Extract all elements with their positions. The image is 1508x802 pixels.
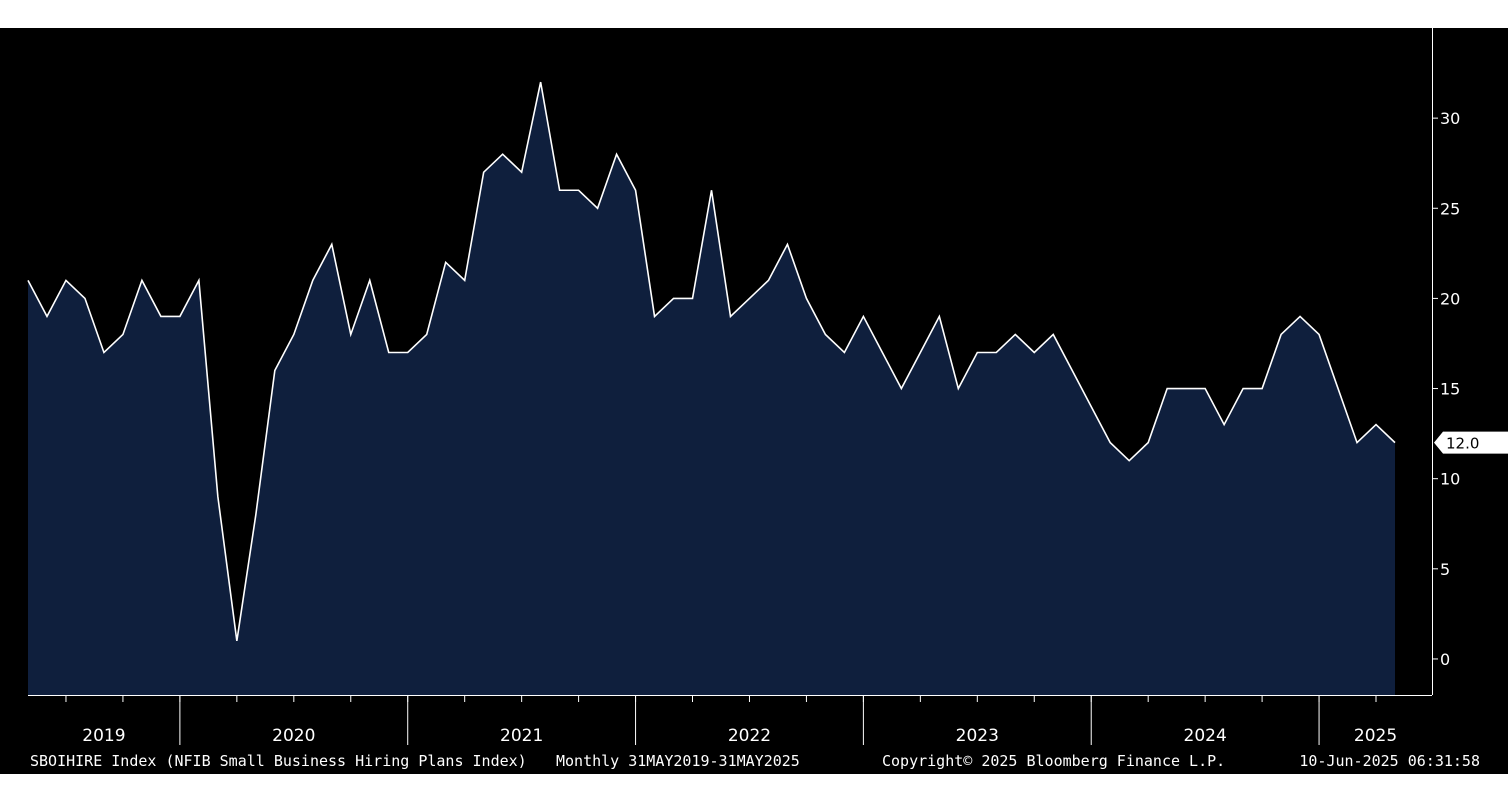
y-tick-label: 30 [1440,109,1460,128]
y-tick-label: 15 [1440,380,1460,399]
footer-copyright: Copyright© 2025 Bloomberg Finance L.P. [882,752,1225,770]
footer-date-range: Monthly 31MAY2019-31MAY2025 [556,752,800,770]
x-tick-label: 2022 [728,726,771,746]
footer-series-name: SBOIHIRE Index (NFIB Small Business Hiri… [30,752,527,770]
axis-layer: 2019 2020 2021 2022 2023 2024 2025051015202530… [28,28,1508,746]
last-value-label: 12.0 [1446,435,1479,453]
x-tick-label: 2021 [500,726,543,746]
x-tick-label: 2019 [82,726,125,746]
x-tick-label: 2023 [956,726,999,746]
x-tick-label: 2024 [1184,726,1227,746]
x-tick-label: 2025 [1354,726,1397,746]
y-tick-label: 10 [1440,470,1460,489]
footer-timestamp: 10-Jun-2025 06:31:58 [1299,752,1480,770]
plot-layer [27,81,1396,695]
y-tick-label: 5 [1440,560,1450,579]
footer: SBOIHIRE Index (NFIB Small Business Hiri… [30,752,1480,770]
area-fill [28,82,1395,695]
y-tick-label: 0 [1440,650,1450,669]
last-value-box [1434,431,1508,454]
y-tick-label: 25 [1440,199,1460,218]
series-line [27,81,1396,642]
x-tick-label: 2020 [272,726,315,746]
y-tick-label: 20 [1440,289,1460,308]
